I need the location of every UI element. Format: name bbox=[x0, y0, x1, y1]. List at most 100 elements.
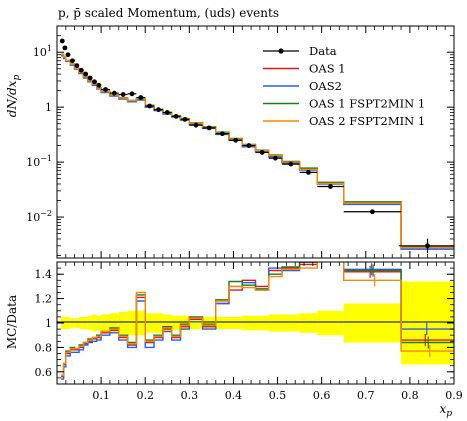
legend-label-3: OAS2 bbox=[309, 79, 342, 93]
ratio-y-tick-label: 1.4 bbox=[35, 268, 53, 281]
data-point bbox=[328, 184, 333, 189]
data-point bbox=[173, 113, 179, 119]
legend-label-2: OAS 1 bbox=[309, 62, 346, 76]
uncertainty-band-bin bbox=[281, 314, 300, 332]
ratio-panel: 0.60.811.21.4 0.1 0.2 0.3 0.4 0.5 0.6 0.7 0.8 0.… bbox=[5, 261, 463, 419]
data-point bbox=[78, 67, 84, 73]
uncertainty-band-bin bbox=[215, 316, 230, 330]
legend-label-5: OAS 2 FSPT2MIN 1 bbox=[309, 114, 425, 128]
x-tick-label: 0.5 bbox=[269, 389, 287, 402]
data-point bbox=[129, 91, 135, 97]
x-tick-label: 0.1 bbox=[92, 389, 110, 402]
data-point bbox=[111, 90, 117, 96]
ratio-series-group bbox=[61, 262, 454, 380]
uncertainty-band-bin bbox=[127, 310, 137, 336]
ratio-y-tick-label: 0.8 bbox=[35, 341, 53, 354]
legend: Data OAS 1 OAS2 OAS 1 FSPT2MIN 1 OAS 2 FSPT2… bbox=[263, 44, 425, 128]
data-point bbox=[233, 137, 239, 143]
data-point bbox=[65, 52, 71, 58]
uncertainty-band-bin bbox=[268, 314, 282, 332]
x-axis-title: xp bbox=[439, 402, 452, 419]
main-series-group bbox=[61, 53, 454, 250]
uncertainty-band-bin bbox=[145, 313, 155, 333]
uncertainty-band-bin bbox=[74, 318, 80, 328]
uncertainty-band-bin bbox=[63, 316, 66, 330]
data-points-group bbox=[59, 38, 454, 253]
main-plot-frame bbox=[56, 25, 455, 259]
data-point bbox=[259, 150, 265, 155]
ratio-x-ticks: 0.1 0.2 0.3 0.4 0.5 0.6 0.7 0.8 0.9 bbox=[56, 262, 463, 402]
ratio-series-line-4 bbox=[61, 262, 454, 377]
x-tick-label: 0.3 bbox=[181, 389, 199, 402]
x-tick-label: 0.8 bbox=[401, 389, 419, 402]
data-point bbox=[246, 143, 252, 148]
uncertainty-band-bin bbox=[229, 316, 243, 330]
uncertainty-band-bin bbox=[109, 313, 119, 333]
uncertainty-band-bin bbox=[118, 312, 128, 334]
data-point bbox=[92, 79, 97, 85]
ratio-y-tick-label: 1 bbox=[45, 317, 52, 330]
data-point bbox=[70, 58, 75, 64]
ratio-y-ticks: 0.6 0.8 1 1.2 1.4 bbox=[35, 267, 454, 379]
data-point bbox=[306, 170, 311, 175]
x-tick-label: 0.2 bbox=[136, 389, 154, 402]
data-point bbox=[193, 122, 199, 128]
legend-label-4: OAS 1 FSPT2MIN 1 bbox=[309, 97, 425, 111]
data-point bbox=[156, 107, 161, 113]
uncertainty-band-bin bbox=[87, 315, 93, 331]
data-point bbox=[83, 71, 89, 77]
uncertainty-band-bin bbox=[96, 315, 102, 331]
main-panel: 10−2 10−1 1 101 dN/dxp bbox=[5, 25, 455, 259]
x-tick-label: 0.7 bbox=[357, 389, 375, 402]
data-point bbox=[182, 116, 188, 122]
legend-marker-data bbox=[278, 48, 284, 54]
uncertainty-band-bin bbox=[79, 316, 84, 330]
uncertainty-band-bin bbox=[65, 316, 71, 330]
main-y-axis-title: dN/dxp bbox=[5, 75, 22, 118]
uncertainty-band bbox=[60, 281, 454, 365]
data-point bbox=[288, 161, 294, 167]
data-point bbox=[147, 103, 153, 109]
uncertainty-band-bin bbox=[180, 315, 190, 331]
main-y-tick-label: 101 bbox=[33, 44, 52, 59]
x-tick-label: 0.4 bbox=[225, 389, 243, 402]
ratio-y-tick-label: 1.2 bbox=[35, 293, 53, 306]
uncertainty-band-bin bbox=[101, 314, 110, 332]
data-point bbox=[87, 75, 93, 81]
main-y-tick-label: 1 bbox=[45, 101, 52, 114]
data-point bbox=[220, 131, 225, 137]
data-point bbox=[164, 110, 170, 115]
chart-title: p, p̄ scaled Momentum, (uds) events bbox=[58, 6, 279, 20]
data-point bbox=[272, 155, 278, 161]
main-series-line-4 bbox=[61, 53, 454, 249]
data-point bbox=[59, 38, 65, 44]
data-point bbox=[206, 125, 212, 131]
uncertainty-band-bin bbox=[92, 314, 97, 332]
uncertainty-band-bin bbox=[299, 313, 318, 333]
uncertainty-band-bin bbox=[343, 303, 402, 343]
uncertainty-band-bin bbox=[171, 315, 181, 331]
main-y-tick-label: 10−1 bbox=[26, 154, 52, 169]
uncertainty-band-bin bbox=[83, 316, 88, 330]
main-y-tick-label: 10−2 bbox=[26, 209, 52, 224]
data-point bbox=[74, 63, 80, 69]
data-point bbox=[96, 82, 102, 88]
data-point bbox=[103, 87, 108, 92]
data-point bbox=[120, 92, 126, 97]
ratio-y-axis-title: MC/Data bbox=[5, 295, 19, 349]
uncertainty-band-bin bbox=[317, 310, 344, 336]
data-point bbox=[369, 209, 375, 215]
uncertainty-band-bin bbox=[70, 318, 75, 328]
data-point bbox=[62, 45, 68, 51]
uncertainty-band-bin bbox=[136, 310, 146, 336]
uncertainty-band-bin bbox=[401, 281, 454, 365]
uncertainty-band-bin bbox=[162, 314, 172, 332]
ratio-y-tick-label: 0.6 bbox=[35, 366, 53, 379]
x-tick-label: 0.6 bbox=[313, 389, 331, 402]
uncertainty-band-bin bbox=[255, 315, 269, 331]
legend-label-1: Data bbox=[309, 44, 337, 58]
main-x-ticks bbox=[56, 26, 455, 258]
data-point bbox=[138, 95, 144, 100]
uncertainty-band-bin bbox=[242, 315, 256, 331]
